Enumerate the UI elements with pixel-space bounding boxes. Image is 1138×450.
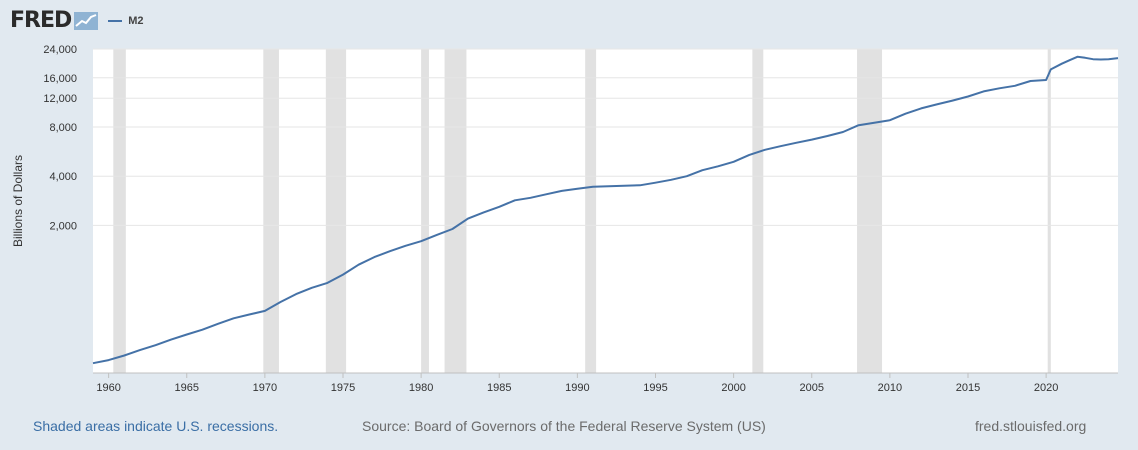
fred-logo[interactable]: FRED <box>10 8 99 33</box>
series-layer <box>92 55 1119 365</box>
y-tick-label: 16,000 <box>43 73 77 85</box>
fred-chart-icon <box>74 12 99 30</box>
x-tick-label: 2005 <box>800 382 824 394</box>
fred-logo-text: FRED <box>10 8 72 33</box>
x-tick-label: 2010 <box>878 382 902 394</box>
x-axis-ticks: 1960 1965 1970 1975 1980 1985 1990 1995 2000 2005… <box>96 373 1058 394</box>
x-tick-label: 2020 <box>1034 382 1058 394</box>
y-axis-ticks: 2,000 4,000 8,000 12,000 16,000 24,000 <box>43 44 77 232</box>
y-tick-label: 4,000 <box>49 171 77 183</box>
x-tick-label: 1965 <box>175 382 199 394</box>
x-tick-label: 1995 <box>643 382 667 394</box>
chart-legend: M2 <box>108 15 144 27</box>
x-tick-label: 1985 <box>487 382 511 394</box>
chart-header: FRED M2 <box>10 6 144 36</box>
recession-band <box>585 49 597 373</box>
recession-band <box>444 49 467 373</box>
x-tick-label: 1970 <box>253 382 277 394</box>
y-tick-label: 12,000 <box>43 93 77 105</box>
recession-band <box>421 49 429 373</box>
x-tick-label: 1960 <box>96 382 120 394</box>
recession-shading <box>113 49 1051 373</box>
y-tick-label: 8,000 <box>49 122 77 134</box>
y-axis-label: Billions of Dollars <box>11 155 25 247</box>
x-tick-label: 1990 <box>565 382 589 394</box>
recession-band <box>263 49 279 373</box>
recession-band <box>857 49 883 373</box>
recession-band <box>752 49 764 373</box>
source-note: Source: Board of Governors of the Federa… <box>362 418 766 434</box>
legend-label-m2: M2 <box>128 15 144 27</box>
x-tick-label: 2000 <box>721 382 745 394</box>
recessions-note-link[interactable]: Shaded areas indicate U.S. recessions. <box>33 418 279 434</box>
y-tick-label: 2,000 <box>49 220 77 232</box>
legend-swatch-m2 <box>108 20 123 22</box>
site-link[interactable]: fred.stlouisfed.org <box>975 418 1087 434</box>
y-gridlines <box>93 48 1118 226</box>
series-line-m2 <box>92 55 1119 365</box>
x-tick-label: 1980 <box>409 382 433 394</box>
x-tick-label: 2015 <box>956 382 980 394</box>
recession-band <box>325 49 347 373</box>
recession-band <box>1047 49 1051 373</box>
y-tick-label: 24,000 <box>43 44 77 56</box>
recession-band <box>113 49 126 373</box>
x-tick-label: 1975 <box>331 382 355 394</box>
